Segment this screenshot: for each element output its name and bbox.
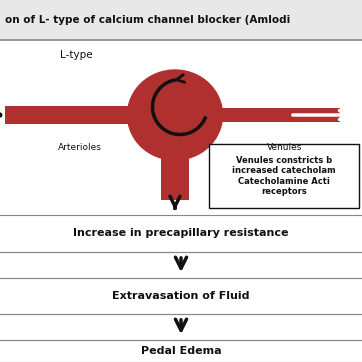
Bar xyxy=(0,40,362,215)
Text: Extravasation of Fluid: Extravasation of Fluid xyxy=(112,291,250,301)
Text: Venules constricts b
increased catecholam
Catecholamine Acti
receptors: Venules constricts b increased catechola… xyxy=(232,156,336,196)
Text: on of L- type of calcium channel blocker (Amlodi: on of L- type of calcium channel blocker… xyxy=(5,15,290,25)
Bar xyxy=(161,155,189,200)
Bar xyxy=(0,252,362,278)
Bar xyxy=(0,314,362,340)
Text: Increase in precapillary resistance: Increase in precapillary resistance xyxy=(73,228,289,239)
Text: Venules: Venules xyxy=(267,143,303,152)
Bar xyxy=(0,340,362,362)
Text: Pedal Edema: Pedal Edema xyxy=(141,346,221,356)
FancyBboxPatch shape xyxy=(209,144,359,208)
Text: Arterioles: Arterioles xyxy=(58,143,102,152)
Bar xyxy=(0,0,362,40)
Text: L-type: L-type xyxy=(60,50,93,60)
Ellipse shape xyxy=(127,70,223,160)
Bar xyxy=(5,106,137,124)
Bar xyxy=(0,278,362,314)
Bar xyxy=(213,108,340,122)
Bar xyxy=(0,215,362,252)
